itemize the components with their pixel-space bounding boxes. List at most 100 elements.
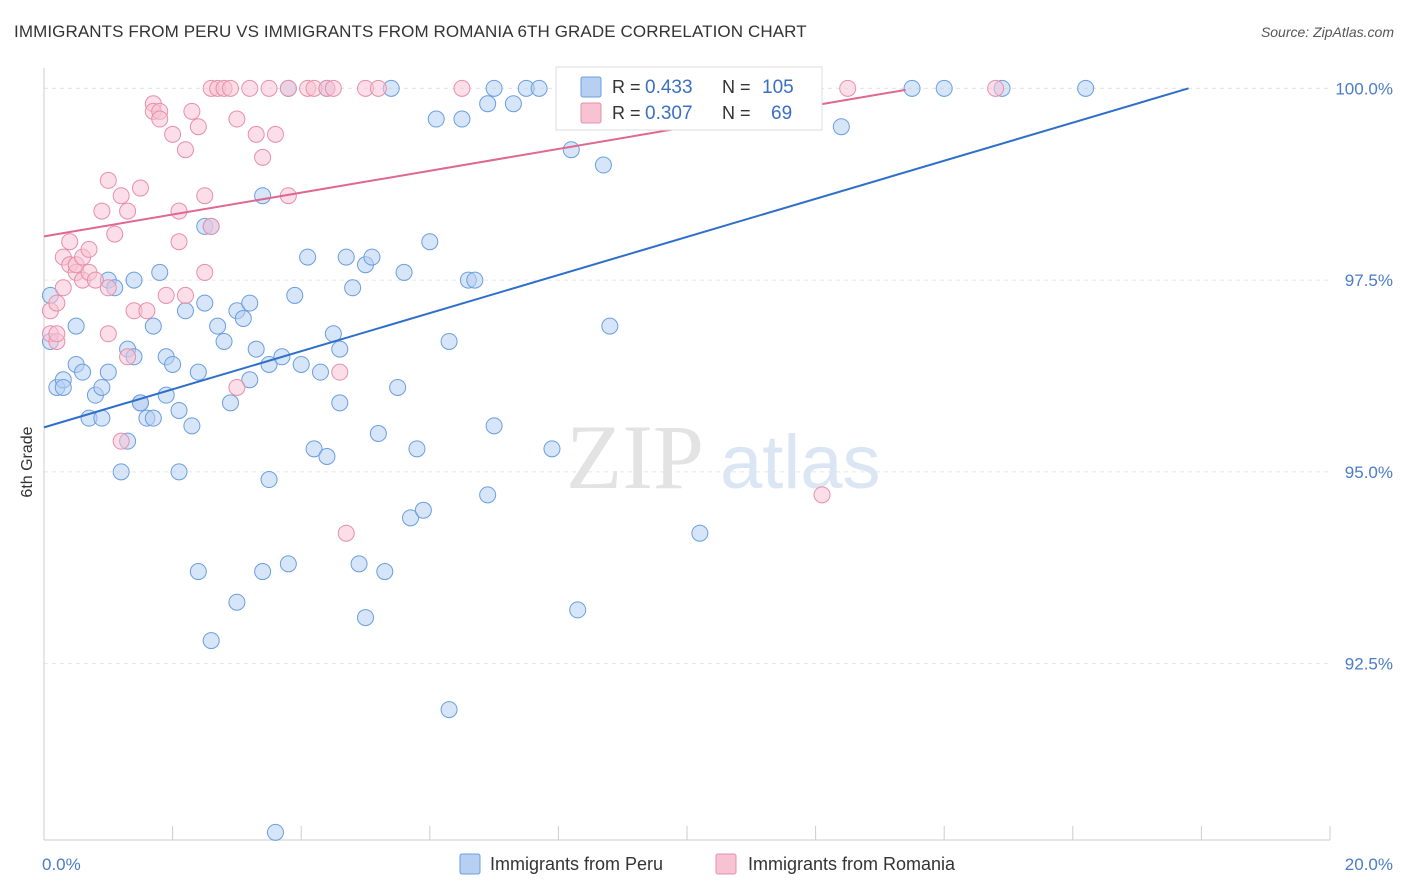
- point-peru: [427, 110, 445, 128]
- point-peru: [125, 271, 143, 289]
- point-peru: [331, 340, 349, 358]
- point-romania: [183, 102, 201, 120]
- watermark-zip: ZIP: [566, 406, 704, 508]
- point-peru: [344, 279, 362, 297]
- point-romania: [48, 294, 66, 312]
- point-peru: [151, 263, 169, 281]
- point-romania: [241, 79, 259, 97]
- point-peru: [209, 317, 227, 335]
- point-romania: [164, 125, 182, 143]
- y-tick-label: 92.5%: [1345, 655, 1393, 674]
- point-peru: [228, 593, 246, 611]
- point-peru: [363, 248, 381, 266]
- point-romania: [106, 225, 124, 243]
- axes: [43, 68, 1331, 841]
- point-romania: [331, 363, 349, 381]
- bottom-legend-label-peru: Immigrants from Peru: [490, 854, 663, 874]
- point-peru: [183, 417, 201, 435]
- point-peru: [369, 424, 387, 442]
- point-romania: [987, 79, 1005, 97]
- x-tick-label: 20.0%: [1345, 855, 1393, 874]
- point-peru: [485, 79, 503, 97]
- point-romania: [839, 79, 857, 97]
- bottom-legend-swatch-romania: [715, 853, 737, 875]
- point-peru: [99, 363, 117, 381]
- point-romania: [112, 187, 130, 205]
- point-romania: [86, 271, 104, 289]
- point-peru: [395, 263, 413, 281]
- point-romania: [99, 171, 117, 189]
- point-romania: [369, 79, 387, 97]
- legend-swatch-romania: [580, 102, 602, 124]
- point-peru: [466, 271, 484, 289]
- point-peru: [440, 332, 458, 350]
- point-romania: [324, 79, 342, 97]
- legend-r-value-peru: 0.433: [645, 77, 693, 98]
- point-peru: [350, 555, 368, 573]
- trend-line-peru: [43, 87, 1189, 429]
- point-romania: [247, 125, 265, 143]
- point-romania: [221, 79, 239, 97]
- point-peru: [215, 332, 233, 350]
- legend-r-label-romania: R =: [612, 103, 641, 123]
- legend-r-value-romania: 0.307: [645, 103, 693, 124]
- chart-title: IMMIGRANTS FROM PERU VS IMMIGRANTS FROM …: [14, 22, 807, 41]
- point-peru: [479, 95, 497, 113]
- point-peru: [254, 563, 272, 581]
- point-romania: [813, 486, 831, 504]
- point-peru: [357, 609, 374, 627]
- point-peru: [170, 463, 188, 481]
- point-romania: [99, 325, 117, 343]
- source-label: Source: ZipAtlas.com: [1260, 24, 1394, 40]
- legend-n-value-romania: 69: [771, 103, 792, 124]
- point-peru: [903, 79, 921, 97]
- point-romania: [119, 202, 137, 220]
- point-peru: [299, 248, 317, 266]
- point-romania: [337, 524, 355, 542]
- point-peru: [543, 440, 561, 458]
- point-peru: [594, 156, 612, 174]
- point-peru: [234, 309, 252, 327]
- point-peru: [279, 555, 297, 573]
- y-axis-title: 6th Grade: [19, 426, 36, 497]
- point-peru: [286, 286, 304, 304]
- point-peru: [112, 463, 130, 481]
- point-romania: [157, 286, 175, 304]
- point-peru: [376, 563, 394, 581]
- point-peru: [144, 409, 162, 427]
- point-romania: [170, 233, 188, 251]
- legend-n-label-peru: N =: [722, 77, 751, 97]
- legend-r-label-peru: R =: [612, 77, 641, 97]
- trend-lines: [43, 87, 1189, 429]
- point-romania: [138, 302, 156, 320]
- point-peru: [402, 509, 420, 527]
- point-romania: [170, 202, 188, 220]
- legend-swatch-peru: [580, 76, 602, 98]
- point-peru: [389, 378, 407, 396]
- point-peru: [292, 355, 310, 373]
- point-romania: [176, 286, 194, 304]
- point-romania: [266, 125, 284, 143]
- point-peru: [260, 471, 278, 489]
- point-peru: [144, 317, 162, 335]
- point-peru: [241, 294, 259, 312]
- point-romania: [453, 79, 471, 97]
- point-romania: [260, 79, 278, 97]
- tick-labels: 92.5% 95.0% 97.5% 100.0% 0.0% 20.0%: [42, 79, 1393, 874]
- point-peru: [196, 294, 214, 312]
- y-tick-label: 100.0%: [1335, 79, 1393, 98]
- point-peru: [485, 417, 503, 435]
- point-peru: [562, 141, 580, 159]
- scatter-points: [41, 79, 1095, 841]
- point-romania: [80, 240, 98, 258]
- point-romania: [119, 348, 137, 366]
- point-peru: [221, 394, 239, 412]
- y-tick-label: 95.0%: [1345, 463, 1393, 482]
- point-peru: [189, 563, 207, 581]
- point-romania: [228, 110, 246, 128]
- watermark-atlas: atlas: [720, 420, 881, 505]
- point-peru: [164, 355, 182, 373]
- point-romania: [61, 233, 79, 251]
- point-romania: [176, 141, 194, 159]
